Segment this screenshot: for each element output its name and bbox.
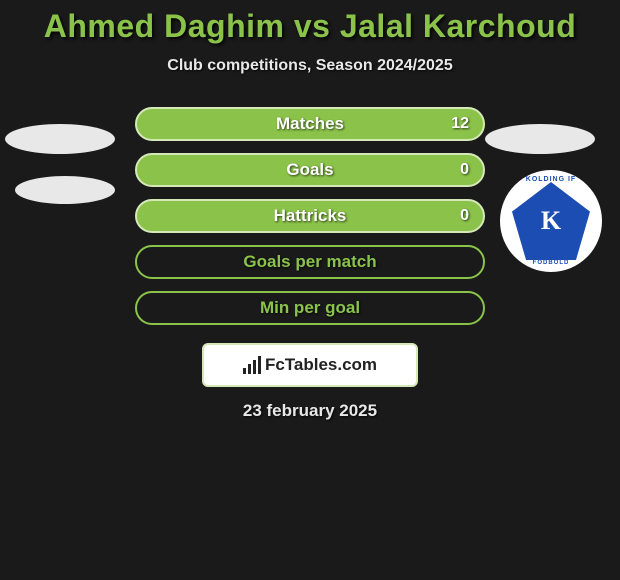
stat-value-right: 12 <box>451 115 469 133</box>
stat-row-hattricks: Hattricks 0 <box>135 199 485 233</box>
club-badge: KOLDING IF K FODBOLD <box>500 170 602 272</box>
date-label: 23 february 2025 <box>0 401 620 421</box>
stat-label: Min per goal <box>260 298 360 318</box>
player-left-placeholder-2 <box>15 176 115 204</box>
comparison-card: Ahmed Daghim vs Jalal Karchoud Club comp… <box>0 0 620 421</box>
brand-name: FcTables.com <box>265 355 377 375</box>
stat-row-goals-per-match: Goals per match <box>135 245 485 279</box>
stat-row-min-per-goal: Min per goal <box>135 291 485 325</box>
club-badge-top-text: KOLDING IF <box>500 176 602 183</box>
stat-value-right: 0 <box>460 161 469 179</box>
player-left-placeholder-1 <box>5 124 115 154</box>
stat-label: Matches <box>276 114 344 134</box>
stat-label: Goals per match <box>243 252 376 272</box>
stat-label: Goals <box>286 160 333 180</box>
chart-icon <box>243 356 261 374</box>
page-title: Ahmed Daghim vs Jalal Karchoud <box>0 8 620 45</box>
club-badge-bottom-text: FODBOLD <box>500 260 602 266</box>
club-badge-letter: K <box>541 206 561 236</box>
stat-row-goals: Goals 0 <box>135 153 485 187</box>
player-right-placeholder-1 <box>485 124 595 154</box>
club-badge-shield: K <box>512 182 590 260</box>
brand-logo[interactable]: FcTables.com <box>202 343 418 387</box>
stat-row-matches: Matches 12 <box>135 107 485 141</box>
stat-value-right: 0 <box>460 207 469 225</box>
stat-label: Hattricks <box>274 206 347 226</box>
subtitle: Club competitions, Season 2024/2025 <box>0 57 620 75</box>
